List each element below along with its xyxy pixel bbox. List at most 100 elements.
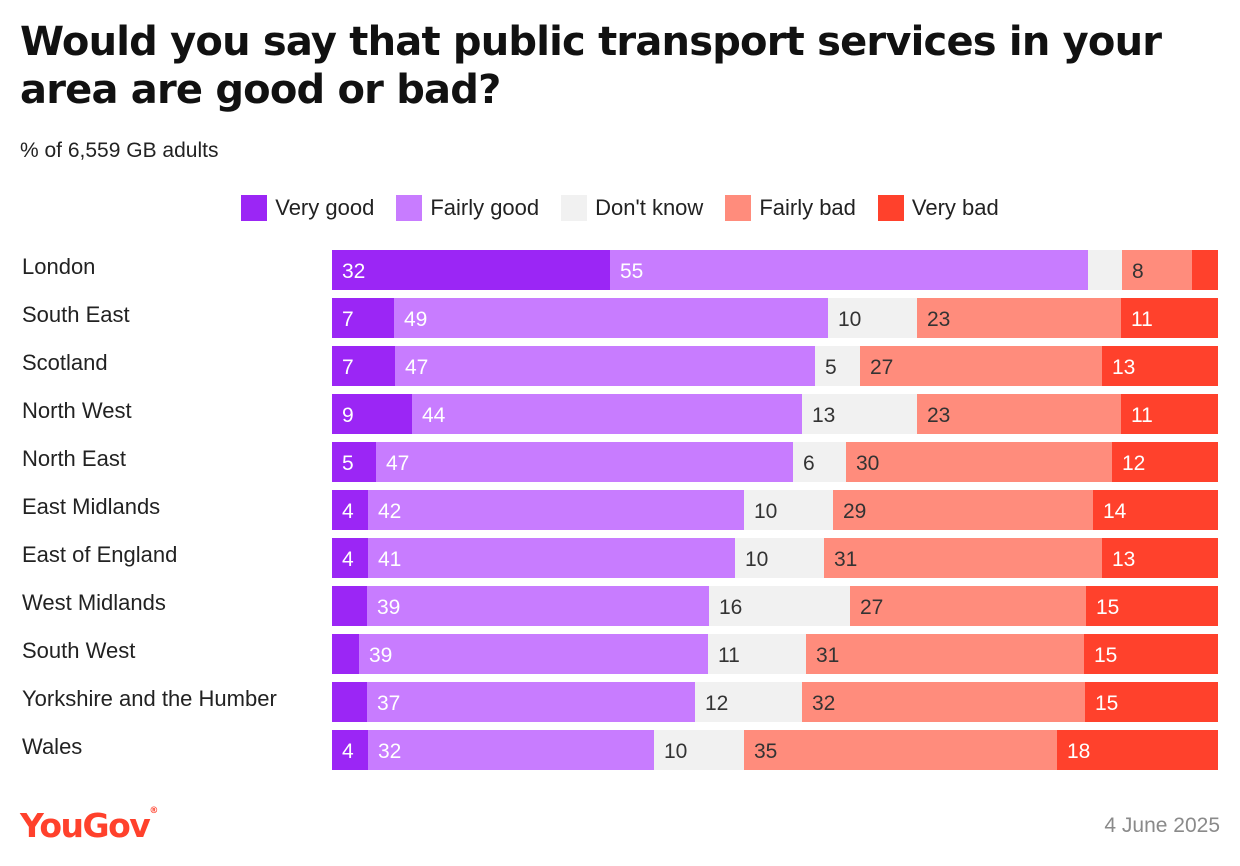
bar-london-very-good <box>332 250 610 290</box>
chart-subtitle: % of 6,559 GB adults <box>20 139 219 162</box>
bar-east-of-england-very-good <box>332 538 368 578</box>
data-label-scotland-very-good: 7 <box>342 356 354 379</box>
data-label-wales-very-bad: 18 <box>1067 740 1090 763</box>
bar-north-east-very-bad <box>1112 442 1218 482</box>
bar-east-midlands-don-t-know <box>744 490 833 530</box>
bar-wales-don-t-know <box>654 730 744 770</box>
data-label-east-midlands-fairly-bad: 29 <box>843 500 866 523</box>
bar-north-west-fairly-good <box>412 394 802 434</box>
data-label-yorkshire-and-the-humber-don-t-know: 12 <box>705 692 728 715</box>
bar-wales-very-bad <box>1057 730 1218 770</box>
legend-swatch <box>877 195 904 221</box>
registered-mark: ® <box>149 806 159 816</box>
bar-east-of-england-very-bad <box>1102 538 1218 578</box>
legend-label: Very good <box>275 195 375 220</box>
legend-label: Fairly bad <box>759 195 856 220</box>
legend-item-very-bad: Very bad <box>877 195 999 221</box>
data-label-scotland-fairly-good: 47 <box>405 356 428 379</box>
bar-west-midlands-very-bad <box>1086 586 1218 626</box>
data-label-north-west-fairly-bad: 23 <box>927 404 950 427</box>
data-label-wales-fairly-good: 32 <box>378 740 401 763</box>
bar-scotland-very-good <box>332 346 395 386</box>
data-label-wales-very-good: 4 <box>342 740 354 763</box>
row-label-london: London <box>22 254 96 279</box>
bar-north-west-fairly-bad <box>917 394 1121 434</box>
data-label-west-midlands-don-t-know: 16 <box>719 596 742 619</box>
bar-west-midlands-fairly-bad <box>850 586 1086 626</box>
chart-legend: Very good Fairly good Don't know Fairly bad… <box>0 192 1240 224</box>
bar-east-midlands-very-good <box>332 490 368 530</box>
row-label-scotland: Scotland <box>22 350 108 375</box>
data-label-north-west-very-bad: 11 <box>1131 404 1153 427</box>
data-label-north-east-very-good: 5 <box>342 452 354 475</box>
bar-west-midlands-don-t-know <box>709 586 850 626</box>
bar-east-of-england-don-t-know <box>735 538 824 578</box>
legend-swatch <box>396 195 423 221</box>
yougov-logo-text: YouGov <box>20 806 151 845</box>
data-label-south-east-very-bad: 11 <box>1131 308 1153 331</box>
bar-south-east-very-bad <box>1121 298 1218 338</box>
bar-london-very-bad <box>1192 250 1218 290</box>
data-label-london-very-good: 32 <box>342 260 365 283</box>
bar-yorkshire-and-the-humber-very-good <box>332 682 367 722</box>
data-label-east-midlands-don-t-know: 10 <box>754 500 777 523</box>
bar-north-west-very-bad <box>1121 394 1218 434</box>
data-label-east-midlands-very-good: 4 <box>342 500 354 523</box>
bar-east-midlands-very-bad <box>1093 490 1218 530</box>
bar-london-fairly-good <box>610 250 1088 290</box>
data-label-north-west-very-good: 9 <box>342 404 354 427</box>
bar-london-don-t-know <box>1088 250 1122 290</box>
bar-wales-fairly-bad <box>744 730 1057 770</box>
data-label-london-fairly-bad: 8 <box>1132 260 1144 283</box>
bar-north-east-fairly-bad <box>846 442 1112 482</box>
publish-date: 4 June 2025 <box>1104 814 1220 837</box>
bar-scotland-fairly-bad <box>860 346 1102 386</box>
data-label-north-west-fairly-good: 44 <box>422 404 446 427</box>
row-label-wales: Wales <box>22 734 83 759</box>
bar-south-west-fairly-bad <box>806 634 1084 674</box>
bar-west-midlands-very-good <box>332 586 367 626</box>
legend-item-don-t-know: Don't know <box>561 195 703 221</box>
legend-swatch <box>241 195 268 221</box>
legend-label: Don't know <box>595 195 704 220</box>
data-label-london-fairly-good: 55 <box>620 260 643 283</box>
bar-north-east-very-good <box>332 442 376 482</box>
data-label-east-midlands-fairly-good: 42 <box>378 500 401 523</box>
legend-item-fairly-bad: Fairly bad <box>725 195 856 221</box>
legend-label: Fairly good <box>430 195 540 220</box>
row-label-east-midlands: East Midlands <box>22 494 161 519</box>
data-label-north-east-don-t-know: 6 <box>803 452 815 475</box>
data-label-north-east-fairly-good: 47 <box>386 452 409 475</box>
bar-west-midlands-fairly-good <box>367 586 709 626</box>
bar-yorkshire-and-the-humber-don-t-know <box>695 682 802 722</box>
row-label-south-west: South West <box>22 638 136 663</box>
data-label-east-of-england-very-good: 4 <box>342 548 354 571</box>
legend-swatch <box>725 195 752 221</box>
data-label-south-east-fairly-bad: 23 <box>927 308 950 331</box>
legend-swatch <box>561 195 588 221</box>
bar-south-west-don-t-know <box>708 634 806 674</box>
bar-yorkshire-and-the-humber-very-bad <box>1085 682 1218 722</box>
bar-south-east-fairly-bad <box>917 298 1121 338</box>
bar-north-east-fairly-good <box>376 442 793 482</box>
data-label-scotland-don-t-know: 5 <box>825 356 837 379</box>
bar-south-east-fairly-good <box>394 298 828 338</box>
data-label-wales-fairly-bad: 35 <box>754 740 777 763</box>
bar-south-west-very-bad <box>1084 634 1218 674</box>
legend-item-fairly-good: Fairly good <box>396 195 539 221</box>
bar-east-midlands-fairly-bad <box>833 490 1093 530</box>
data-label-west-midlands-fairly-good: 39 <box>377 596 400 619</box>
data-label-yorkshire-and-the-humber-very-bad: 15 <box>1095 692 1118 715</box>
bar-east-of-england-fairly-good <box>368 538 735 578</box>
yougov-logo: YouGov® <box>20 806 158 845</box>
data-label-west-midlands-very-bad: 15 <box>1096 596 1119 619</box>
bar-london-fairly-bad <box>1122 250 1192 290</box>
bar-yorkshire-and-the-humber-fairly-good <box>367 682 695 722</box>
data-label-south-east-very-good: 7 <box>342 308 354 331</box>
row-label-east-of-england: East of England <box>22 542 178 567</box>
bar-wales-fairly-good <box>368 730 654 770</box>
data-label-north-west-don-t-know: 13 <box>812 404 835 427</box>
data-label-south-west-fairly-good: 39 <box>369 644 392 667</box>
bar-south-west-fairly-good <box>359 634 708 674</box>
bar-north-west-very-good <box>332 394 412 434</box>
